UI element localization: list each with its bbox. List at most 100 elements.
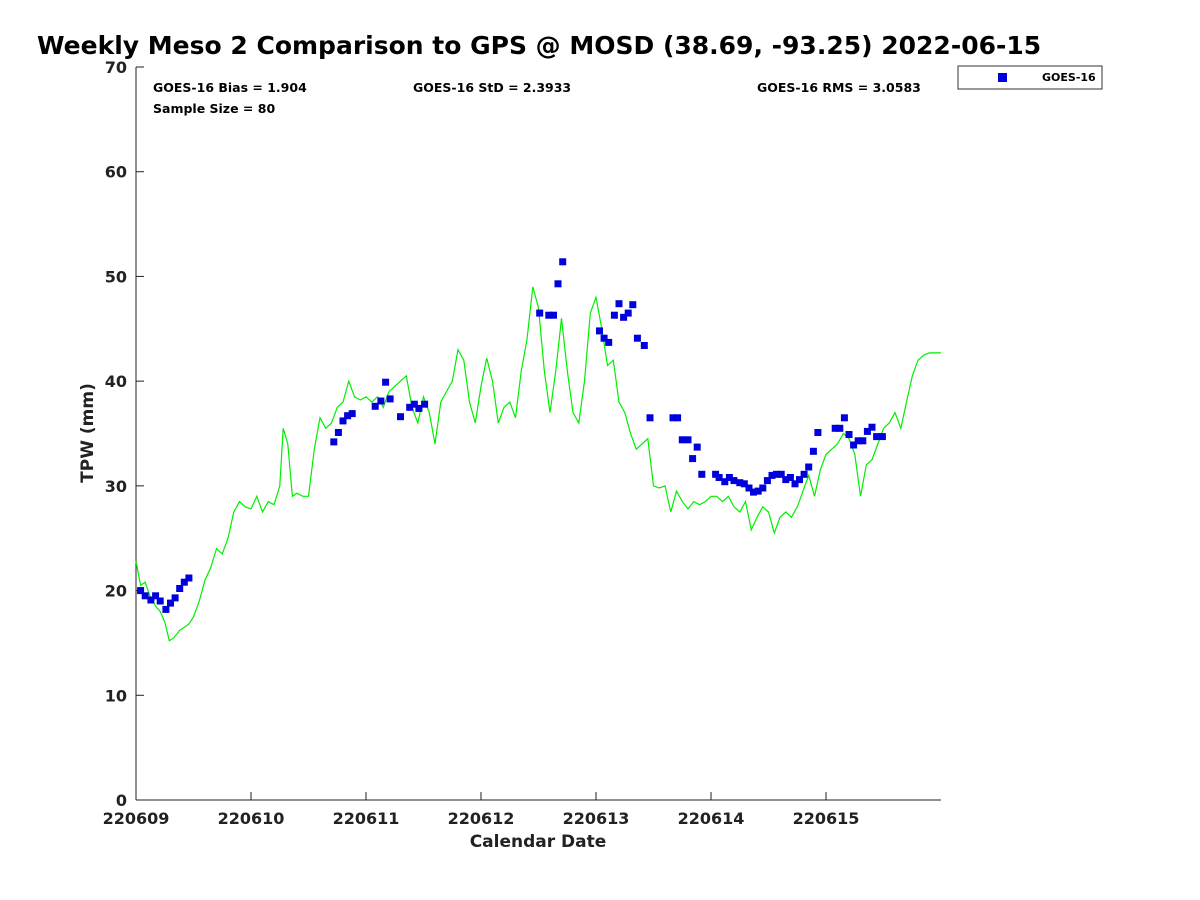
x-tick-label: 220615	[793, 809, 860, 828]
goes16-point	[596, 327, 603, 335]
goes16-point	[730, 477, 738, 485]
goes16-point	[831, 424, 839, 432]
goes16-point	[759, 484, 767, 492]
goes16-point	[406, 403, 414, 411]
goes16-point	[693, 443, 701, 451]
goes16-point	[377, 397, 385, 405]
goes16-point	[698, 470, 706, 478]
goes16-point	[786, 474, 794, 481]
legend-label-goes16: GOES-16	[1042, 71, 1096, 84]
goes16-point	[167, 599, 174, 607]
goes16-point	[348, 410, 356, 418]
goes16-point	[382, 378, 390, 386]
stat-bias: GOES-16 Bias = 1.904	[153, 80, 307, 95]
x-tick-label: 220613	[563, 809, 630, 828]
goes16-point	[141, 592, 149, 600]
goes16-point	[640, 342, 648, 349]
x-tick-label: 220612	[448, 809, 515, 828]
goes16-point	[171, 594, 179, 602]
plot-area	[135, 258, 941, 642]
goes16-point	[156, 597, 164, 605]
y-ticks: 0 10 20 30 40 50 60 70	[105, 58, 144, 810]
goes16-point	[836, 424, 844, 432]
goes16-point	[782, 476, 790, 484]
goes16-point	[620, 313, 628, 321]
goes16-point	[633, 334, 641, 342]
goes16-point	[605, 338, 613, 346]
goes16-point	[180, 578, 188, 586]
goes16-point	[878, 433, 886, 441]
goes16-point	[754, 487, 762, 495]
goes16-point	[624, 309, 632, 317]
gps-series-line	[135, 286, 941, 642]
goes16-point	[721, 478, 729, 486]
goes16-point	[330, 438, 338, 446]
goes16-point	[410, 400, 418, 408]
goes16-point	[863, 427, 871, 435]
goes16-point	[386, 395, 394, 403]
goes16-point	[850, 441, 858, 449]
goes16-point	[814, 429, 822, 436]
goes16-point	[715, 474, 723, 481]
x-tick-label: 220614	[678, 809, 745, 828]
goes16-point	[397, 413, 404, 421]
goes16-point	[763, 477, 771, 485]
y-tick-label: 20	[105, 582, 127, 601]
y-tick-label: 50	[105, 267, 127, 286]
goes16-point	[805, 463, 813, 471]
x-tick-label: 220611	[333, 809, 400, 828]
goes16-point	[137, 587, 145, 595]
goes16-point	[545, 311, 553, 319]
goes16-point	[610, 311, 618, 319]
goes16-point	[185, 574, 193, 582]
goes16-point	[152, 592, 160, 600]
x-tick-label: 220610	[218, 809, 285, 828]
goes16-point	[344, 412, 352, 420]
stat-std: GOES-16 StD = 2.3933	[413, 80, 571, 95]
goes16-point	[176, 585, 184, 592]
goes16-point	[415, 404, 423, 412]
axes	[135, 67, 941, 801]
goes16-point	[689, 455, 697, 463]
goes16-point	[840, 414, 848, 422]
goes16-point	[768, 471, 776, 479]
goes16-point	[615, 300, 623, 308]
goes16-point	[725, 474, 733, 481]
y-tick-label: 60	[105, 163, 127, 182]
y-tick-label: 40	[105, 372, 127, 391]
goes16-point	[669, 414, 677, 422]
goes16-point	[791, 480, 799, 488]
goes16-point	[809, 447, 817, 455]
stat-rms: GOES-16 RMS = 3.0583	[757, 80, 921, 95]
y-tick-label: 70	[105, 58, 127, 77]
x-ticks: 220609 220610 220611 220612 220613 220614 2206…	[103, 792, 860, 828]
goes16-point	[554, 280, 562, 288]
goes16-point	[147, 596, 155, 604]
goes16-point	[550, 311, 557, 319]
y-axis-label: TPW (mm)	[78, 383, 98, 483]
goes16-point	[334, 429, 342, 436]
goes16-point	[859, 437, 867, 445]
goes16-point	[421, 400, 429, 408]
y-tick-label: 0	[116, 791, 127, 810]
goes16-point	[796, 476, 803, 484]
goes16-point	[559, 258, 567, 266]
legend-box	[957, 65, 1103, 90]
goes16-point	[777, 470, 785, 478]
goes16-point	[740, 480, 748, 488]
goes16-point	[800, 470, 808, 478]
goes16-point	[646, 414, 654, 422]
x-axis-label: Calendar Date	[470, 832, 607, 852]
y-tick-label: 10	[105, 686, 127, 705]
x-tick-label: 220609	[103, 809, 170, 828]
goes16-point	[162, 605, 170, 613]
goes16-point	[629, 301, 637, 309]
goes16-point	[873, 433, 881, 441]
goes16-point	[536, 309, 544, 317]
stat-sample-size: Sample Size = 80	[153, 101, 275, 116]
goes16-point	[773, 470, 780, 478]
legend-marker-goes16	[998, 73, 1007, 82]
legend: GOES-16	[957, 65, 1103, 90]
goes16-point	[371, 402, 379, 410]
